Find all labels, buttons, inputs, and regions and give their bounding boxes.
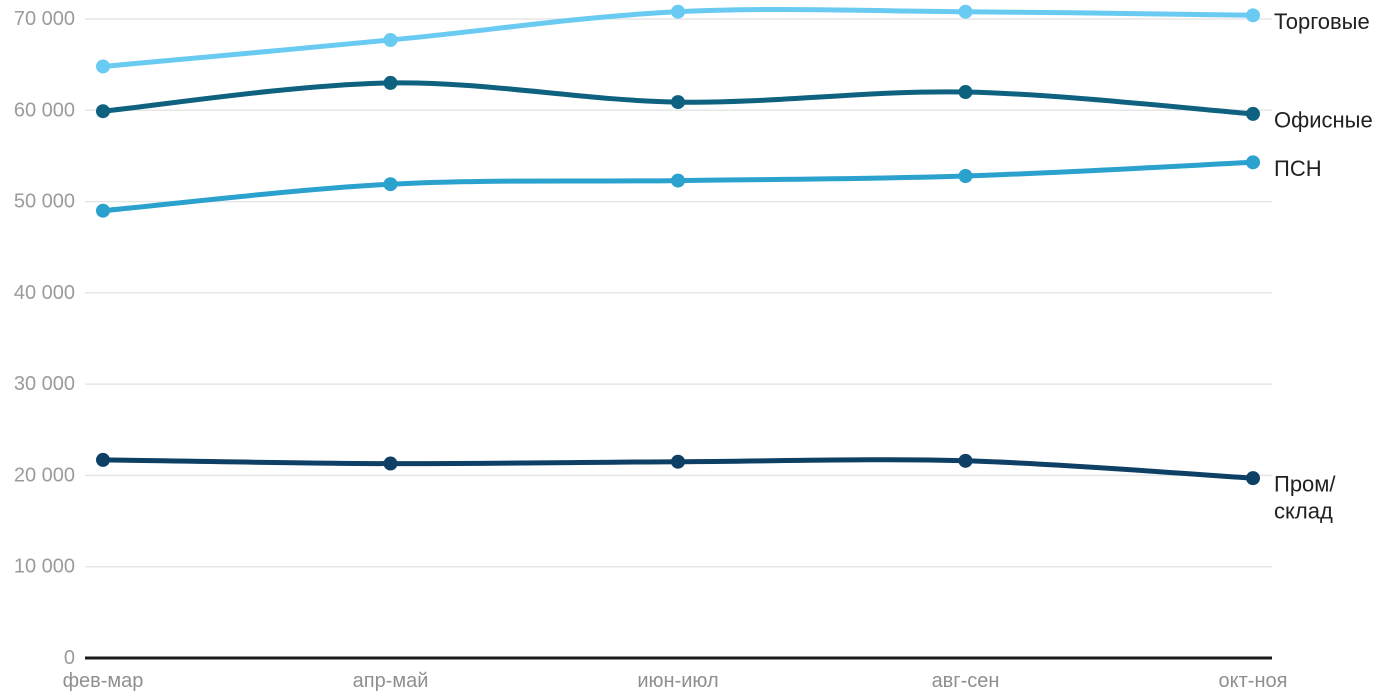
data-point-ofisnye bbox=[383, 75, 398, 90]
x-tick-label: фев-мар bbox=[63, 670, 144, 692]
data-point-prom-sklad bbox=[671, 454, 685, 469]
series-label-torgovye: Торговые bbox=[1274, 9, 1370, 34]
data-point-torgovye bbox=[383, 32, 398, 47]
data-point-prom-sklad bbox=[383, 456, 398, 471]
x-tick-label: июн-июл bbox=[637, 670, 718, 692]
series-label-ofisnye: Офисные bbox=[1274, 107, 1373, 132]
data-point-psn bbox=[958, 169, 973, 184]
y-tick-label: 20 000 bbox=[14, 464, 75, 486]
y-tick-label: 50 000 bbox=[14, 191, 75, 213]
series-label-psn: ПСН bbox=[1274, 156, 1322, 181]
data-point-torgovye bbox=[958, 4, 973, 19]
data-point-torgovye bbox=[671, 4, 685, 19]
data-point-prom-sklad bbox=[958, 453, 973, 468]
data-point-torgovye bbox=[96, 59, 110, 74]
series-label-prom-sklad: Пром/ bbox=[1274, 472, 1336, 497]
y-tick-label: 10 000 bbox=[14, 556, 75, 578]
data-point-prom-sklad bbox=[96, 452, 110, 467]
y-tick-label: 30 000 bbox=[14, 373, 75, 395]
data-point-psn bbox=[96, 203, 110, 218]
x-tick-label: окт-ноя bbox=[1219, 670, 1288, 692]
data-point-ofisnye bbox=[1246, 106, 1260, 121]
data-point-psn bbox=[1246, 155, 1260, 170]
series-label-prom-sklad: склад bbox=[1274, 499, 1333, 524]
x-tick-label: авг-сен bbox=[932, 670, 1000, 692]
data-point-psn bbox=[383, 177, 398, 192]
y-tick-label: 0 bbox=[64, 647, 75, 669]
x-tick-label: апр-май bbox=[353, 670, 429, 692]
y-tick-label: 40 000 bbox=[14, 282, 75, 304]
data-point-torgovye bbox=[1246, 8, 1260, 23]
data-point-ofisnye bbox=[958, 85, 973, 100]
data-point-prom-sklad bbox=[1246, 471, 1260, 486]
data-point-ofisnye bbox=[96, 104, 110, 119]
y-tick-label: 70 000 bbox=[14, 8, 75, 30]
data-point-psn bbox=[671, 173, 685, 188]
y-tick-label: 60 000 bbox=[14, 99, 75, 121]
data-point-ofisnye bbox=[671, 95, 685, 110]
